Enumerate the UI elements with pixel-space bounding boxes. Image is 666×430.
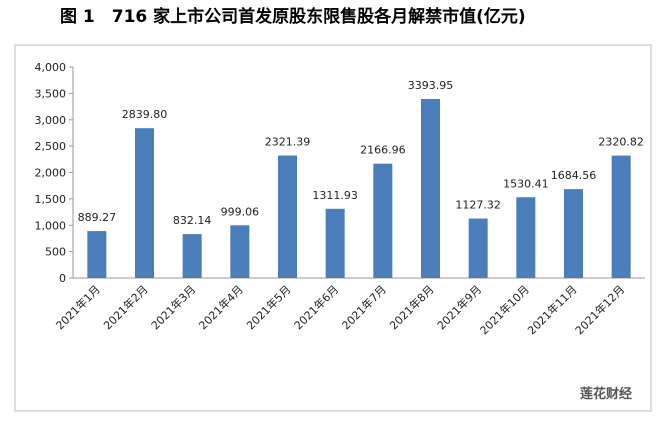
y-tick-label: 500 (45, 246, 66, 259)
y-tick-label: 1,500 (35, 193, 67, 206)
x-tick-label: 2021年8月 (386, 282, 436, 332)
value-label: 1127.32 (455, 199, 501, 212)
value-label: 2166.96 (360, 144, 406, 157)
x-tick-label: 2021年10月 (477, 282, 532, 337)
watermark: 莲花财经 (580, 386, 632, 402)
bar (182, 234, 202, 278)
x-tick-label: 2021年11月 (524, 282, 579, 337)
value-label: 2320.82 (598, 136, 644, 149)
bar (325, 208, 345, 278)
bar (87, 231, 107, 278)
bar (421, 98, 440, 278)
x-tick-label: 2021年9月 (434, 282, 484, 332)
x-tick-label: 2021年1月 (53, 282, 103, 332)
chart-title: 图 1 716 家上市公司首发原股东限售股各月解禁市值(亿元) (60, 6, 526, 27)
value-label: 889.27 (78, 211, 117, 224)
value-label: 3393.95 (408, 79, 454, 92)
x-tick-label: 2021年6月 (291, 282, 341, 332)
y-tick-label: 2,000 (35, 167, 67, 180)
x-tick-label: 2021年4月 (196, 282, 246, 332)
x-tick-label: 2021年7月 (339, 282, 389, 332)
value-label: 832.14 (173, 214, 212, 227)
bar (611, 155, 631, 278)
y-tick-label: 4,000 (35, 61, 67, 74)
value-label: 1311.93 (312, 189, 358, 202)
y-tick-label: 0 (59, 272, 66, 285)
value-label: 2839.80 (122, 108, 168, 121)
x-tick-label: 2021年2月 (100, 282, 150, 332)
bar (135, 128, 154, 278)
x-tick-label: 2021年12月 (572, 282, 627, 337)
bar (373, 163, 393, 278)
y-tick-label: 1,000 (35, 219, 67, 232)
y-tick-label: 3,500 (35, 87, 67, 100)
x-tick-label: 2021年3月 (148, 282, 198, 332)
bar (468, 218, 488, 278)
chart-frame (14, 44, 652, 412)
value-label: 1530.41 (503, 177, 549, 190)
bar (230, 225, 250, 278)
value-label: 2321.39 (265, 136, 311, 149)
value-label: 1684.56 (551, 169, 597, 182)
bar (564, 189, 583, 278)
value-label: 999.06 (221, 205, 260, 218)
x-tick-label: 2021年5月 (243, 282, 293, 332)
bar (516, 197, 536, 278)
bar (278, 155, 297, 278)
y-tick-label: 3,000 (35, 114, 67, 127)
y-tick-label: 2,500 (35, 140, 67, 153)
